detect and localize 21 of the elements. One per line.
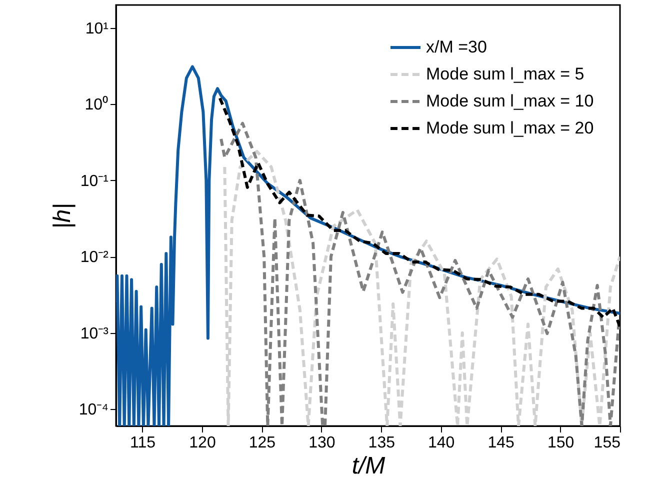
legend-label: Mode sum l_max = 5: [426, 64, 584, 84]
x-tick-label: 155: [594, 434, 621, 452]
legend-label: Mode sum l_max = 10: [426, 92, 594, 110]
y-tick-label: 10⁻²: [80, 249, 110, 266]
y-tick-label: 10⁰: [84, 96, 108, 114]
x-tick-label: 140: [428, 434, 455, 452]
legend-label: Mode sum l_max = 20: [426, 118, 594, 138]
x-tick-label: 115: [130, 434, 156, 452]
y-tick-label: 10¹: [85, 20, 108, 38]
y-tick-label: 10⁻⁴: [78, 402, 109, 419]
x-tick-label: 150: [547, 434, 574, 452]
x-tick-label: 125: [248, 434, 276, 452]
x-tick-label: 130: [308, 434, 336, 452]
x-tick-label: 145: [488, 434, 515, 452]
x-tick-label: 135: [368, 434, 396, 452]
y-axis-title: |h|: [48, 203, 76, 229]
x-tick-label: 120: [189, 434, 216, 452]
legend-label: x/M =30: [426, 38, 487, 56]
y-tick-label: 10⁻³: [80, 325, 110, 342]
y-tick-label: 10⁻¹: [80, 172, 108, 190]
x-axis-title: t/M: [352, 452, 386, 480]
